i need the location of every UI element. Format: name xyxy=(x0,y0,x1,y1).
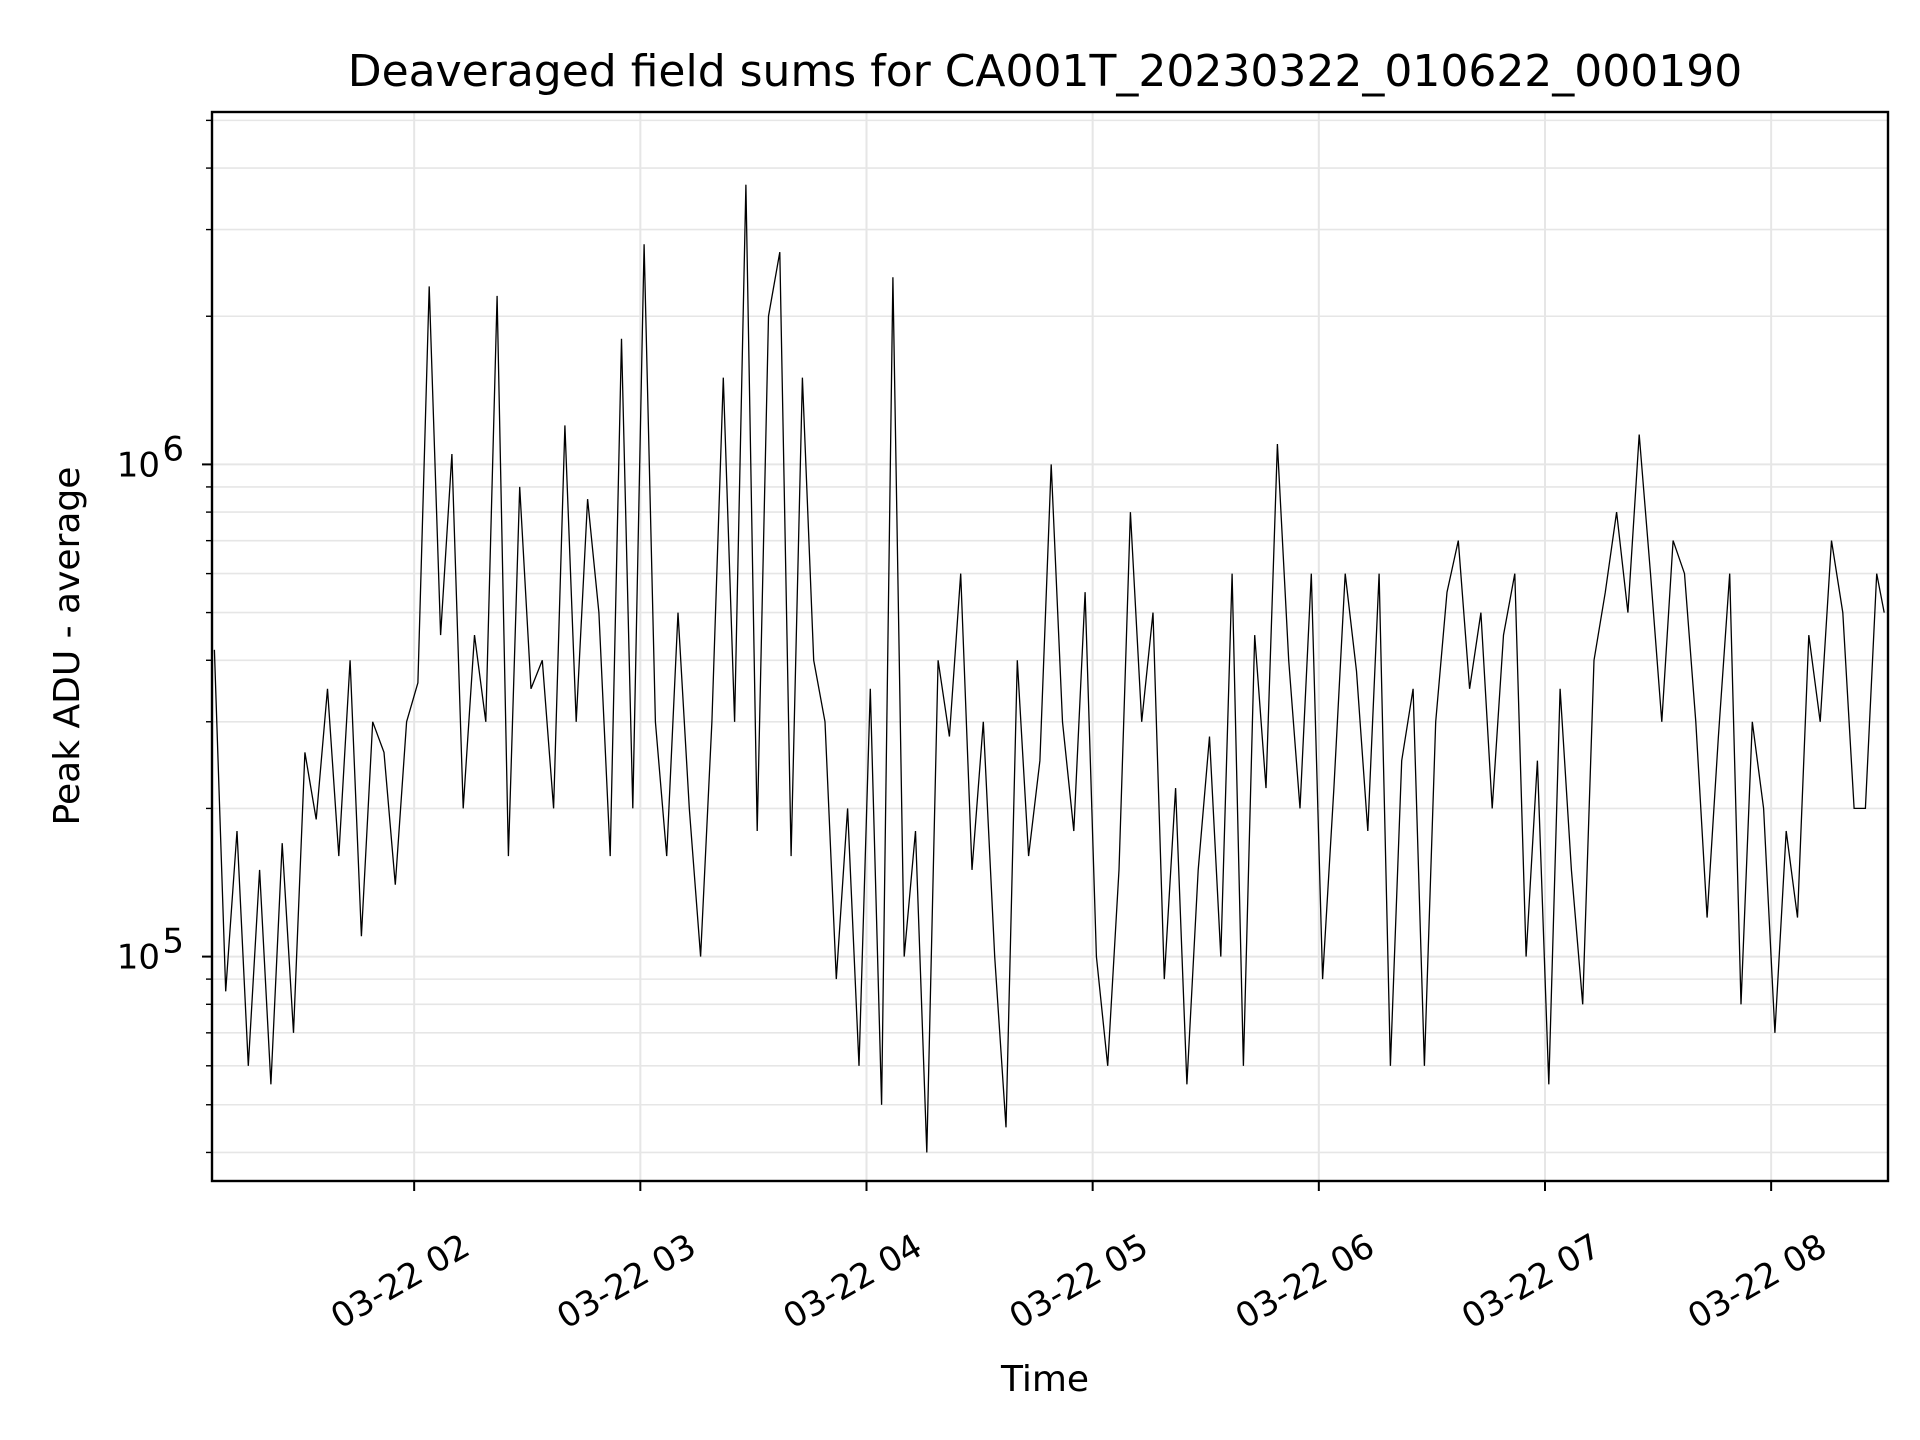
x-tick-label: 03-22 04 xyxy=(777,1226,929,1337)
y-tick-label: 10 xyxy=(117,938,160,978)
y-tick-exponent: 5 xyxy=(162,922,184,962)
y-axis-label: Peak ADU - average xyxy=(47,467,88,826)
x-tick-label: 03-22 02 xyxy=(324,1226,476,1337)
chart-title: Deaveraged field sums for CA001T_2023032… xyxy=(348,46,1743,97)
series-line xyxy=(213,184,1885,1153)
axis-ticks xyxy=(202,119,1773,1191)
x-tick-label: 03-22 06 xyxy=(1229,1226,1381,1337)
x-tick-label: 03-22 03 xyxy=(550,1226,702,1337)
x-tick-label: 03-22 07 xyxy=(1455,1226,1607,1337)
x-tick-labels: 03-22 02 03-22 03 03-22 04 03-22 05 03-22 06… xyxy=(324,1226,1833,1337)
x-tick-label: 03-22 08 xyxy=(1681,1226,1833,1337)
y-tick-exponent: 6 xyxy=(162,429,184,469)
y-tick-label: 10 xyxy=(117,445,160,485)
x-tick-label: 03-22 05 xyxy=(1003,1226,1155,1337)
grid-lines xyxy=(212,112,1888,1181)
x-axis-label: Time xyxy=(1000,1359,1089,1400)
plot-area-frame xyxy=(210,110,1890,1183)
